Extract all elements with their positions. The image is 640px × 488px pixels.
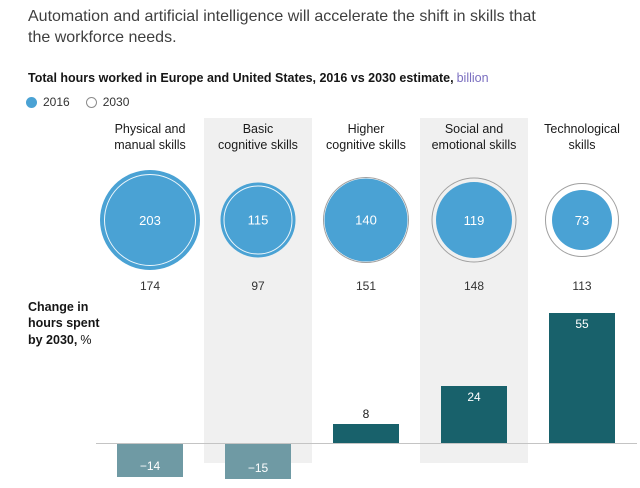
change-bar-basic-cognitive: −15 [225, 444, 291, 479]
outline-circle-icon [85, 96, 97, 108]
column-label: Basic cognitive skills [218, 122, 298, 152]
column-label: Technological skills [544, 122, 620, 152]
subtitle-text: Total hours worked in Europe and United … [28, 71, 454, 85]
legend-label-2030: 2030 [102, 95, 130, 109]
legend-item-2016: 2016 [26, 95, 70, 109]
bubble-2030-outline [545, 183, 619, 257]
baseline-axis [96, 443, 637, 444]
change-bar-higher-cognitive: 8 [333, 407, 399, 443]
bubble-area: 140 [312, 164, 420, 276]
skill-column-physical: Physical and manual skills 203 174 [96, 118, 204, 294]
skill-column-social-emotional: Social and emotional skills 119 148 [420, 118, 528, 294]
change-bar-social-emotional: 24 [441, 386, 507, 443]
column-label: Social and emotional skills [431, 122, 517, 152]
legend: 2016 2030 [26, 95, 145, 109]
change-value: 8 [362, 407, 370, 421]
chart-title: Automation and artificial intelligence w… [28, 8, 536, 47]
change-value: 24 [467, 390, 481, 404]
bar-section-label-unit: % [80, 332, 92, 347]
change-value: 55 [575, 317, 589, 331]
bubble-area: 119 [420, 164, 528, 276]
skill-column-basic-cognitive: Basic cognitive skills 115 97 [204, 118, 312, 294]
bubble-area: 203 [96, 164, 204, 276]
subtitle-unit: billion [456, 71, 489, 85]
skill-column-technological: Technological skills 73 113 [528, 118, 636, 294]
bubble-2030-outline [323, 177, 409, 263]
bar-section-label-text: Change in hours spent by 2030, [28, 300, 100, 347]
bubble-area: 73 [528, 164, 636, 276]
bubble-2030-outline [431, 177, 517, 263]
value-2030: 148 [463, 279, 485, 293]
change-value: −15 [247, 461, 269, 475]
value-2030: 151 [355, 279, 377, 293]
change-bar-physical: −14 [117, 444, 183, 477]
filled-circle-icon [26, 96, 37, 108]
value-2030: 174 [139, 279, 161, 293]
legend-item-2030: 2030 [85, 95, 130, 109]
value-2030: 113 [572, 279, 592, 293]
skill-column-higher-cognitive: Higher cognitive skills 140 151 [312, 118, 420, 294]
bubble-area: 115 [204, 164, 312, 276]
bubble-2030-outline [223, 185, 293, 255]
value-2030: 97 [251, 279, 265, 293]
column-highlight-stripe [204, 118, 312, 463]
chart-subtitle: Total hours worked in Europe and United … [28, 71, 489, 85]
change-bar-technological: 55 [549, 313, 615, 443]
column-label: Higher cognitive skills [326, 122, 406, 152]
bar-section-label: Change in hours spent by 2030,% [28, 299, 108, 348]
change-value: −14 [139, 459, 161, 473]
legend-label-2016: 2016 [43, 95, 70, 109]
column-label: Physical and manual skills [114, 122, 186, 152]
bubble-2030-outline [104, 174, 196, 266]
